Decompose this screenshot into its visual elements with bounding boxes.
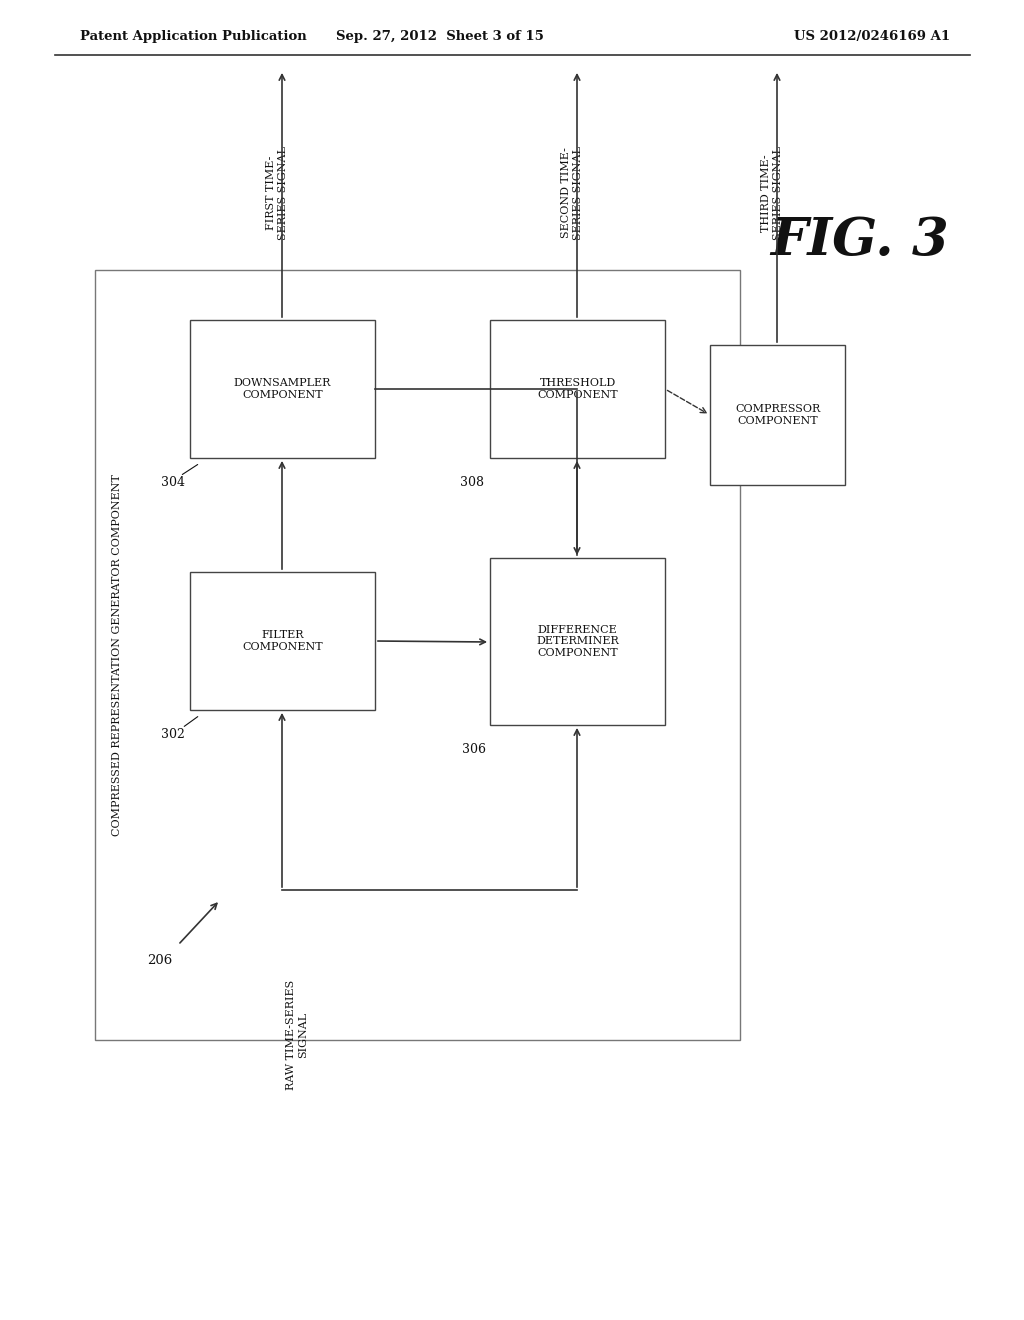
- Bar: [710, 345, 845, 484]
- Bar: [490, 319, 665, 458]
- Bar: [190, 572, 375, 710]
- Bar: [490, 558, 665, 725]
- Bar: [95, 271, 740, 1040]
- Text: Sep. 27, 2012  Sheet 3 of 15: Sep. 27, 2012 Sheet 3 of 15: [336, 30, 544, 44]
- Text: Patent Application Publication: Patent Application Publication: [80, 30, 307, 44]
- Text: FIRST TIME-
SERIES SIGNAL: FIRST TIME- SERIES SIGNAL: [266, 147, 288, 240]
- Text: THRESHOLD
COMPONENT: THRESHOLD COMPONENT: [538, 379, 617, 400]
- Text: RAW TIME-SERIES
SIGNAL: RAW TIME-SERIES SIGNAL: [286, 979, 308, 1090]
- Bar: [190, 319, 375, 458]
- Text: 302: 302: [161, 729, 185, 741]
- Text: DIFFERENCE
DETERMINER
COMPONENT: DIFFERENCE DETERMINER COMPONENT: [537, 624, 618, 659]
- Text: FILTER
COMPONENT: FILTER COMPONENT: [243, 630, 323, 652]
- Text: 308: 308: [460, 477, 484, 488]
- Text: 206: 206: [147, 953, 173, 966]
- Text: FIG. 3: FIG. 3: [771, 214, 949, 265]
- Text: 306: 306: [462, 743, 486, 756]
- Text: DOWNSAMPLER
COMPONENT: DOWNSAMPLER COMPONENT: [233, 379, 331, 400]
- Text: COMPRESSED REPRESENTATION GENERATOR COMPONENT: COMPRESSED REPRESENTATION GENERATOR COMP…: [112, 474, 122, 836]
- Text: SECOND TIME-
SERIES SIGNAL: SECOND TIME- SERIES SIGNAL: [561, 147, 583, 240]
- Text: THIRD TIME-
SERIES SIGNAL: THIRD TIME- SERIES SIGNAL: [761, 147, 782, 240]
- Text: COMPRESSOR
COMPONENT: COMPRESSOR COMPONENT: [735, 404, 820, 426]
- Text: US 2012/0246169 A1: US 2012/0246169 A1: [794, 30, 950, 44]
- Text: 304: 304: [161, 477, 185, 488]
